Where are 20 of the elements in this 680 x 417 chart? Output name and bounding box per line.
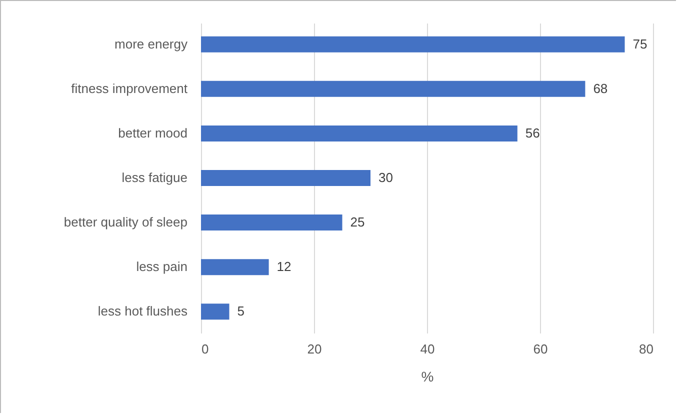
y-tick-label: better quality of sleep xyxy=(64,214,188,230)
y-tick-label: less fatigue xyxy=(122,170,188,185)
x-tick-label: 80 xyxy=(639,342,654,356)
y-tick-label: better mood xyxy=(118,125,188,140)
data-label: 68 xyxy=(593,80,608,96)
y-tick-label: fitness improvement xyxy=(71,80,188,96)
x-tick-label: 40 xyxy=(420,342,435,356)
data-label: 56 xyxy=(525,125,540,140)
x-tick-label: 20 xyxy=(307,342,322,356)
data-label: 75 xyxy=(632,36,648,52)
x-tick-label: 60 xyxy=(533,342,548,356)
y-tick-label: more energy xyxy=(114,36,188,52)
y-tick-label: less pain xyxy=(136,259,188,274)
data-label: 30 xyxy=(378,170,393,185)
data-label: 12 xyxy=(276,259,292,274)
data-label: 25 xyxy=(350,214,365,230)
x-tick-label: 0 xyxy=(202,342,209,356)
x-axis-title: % xyxy=(421,368,434,384)
data-label: 5 xyxy=(237,304,244,319)
y-tick-label: less hot flushes xyxy=(98,304,188,319)
